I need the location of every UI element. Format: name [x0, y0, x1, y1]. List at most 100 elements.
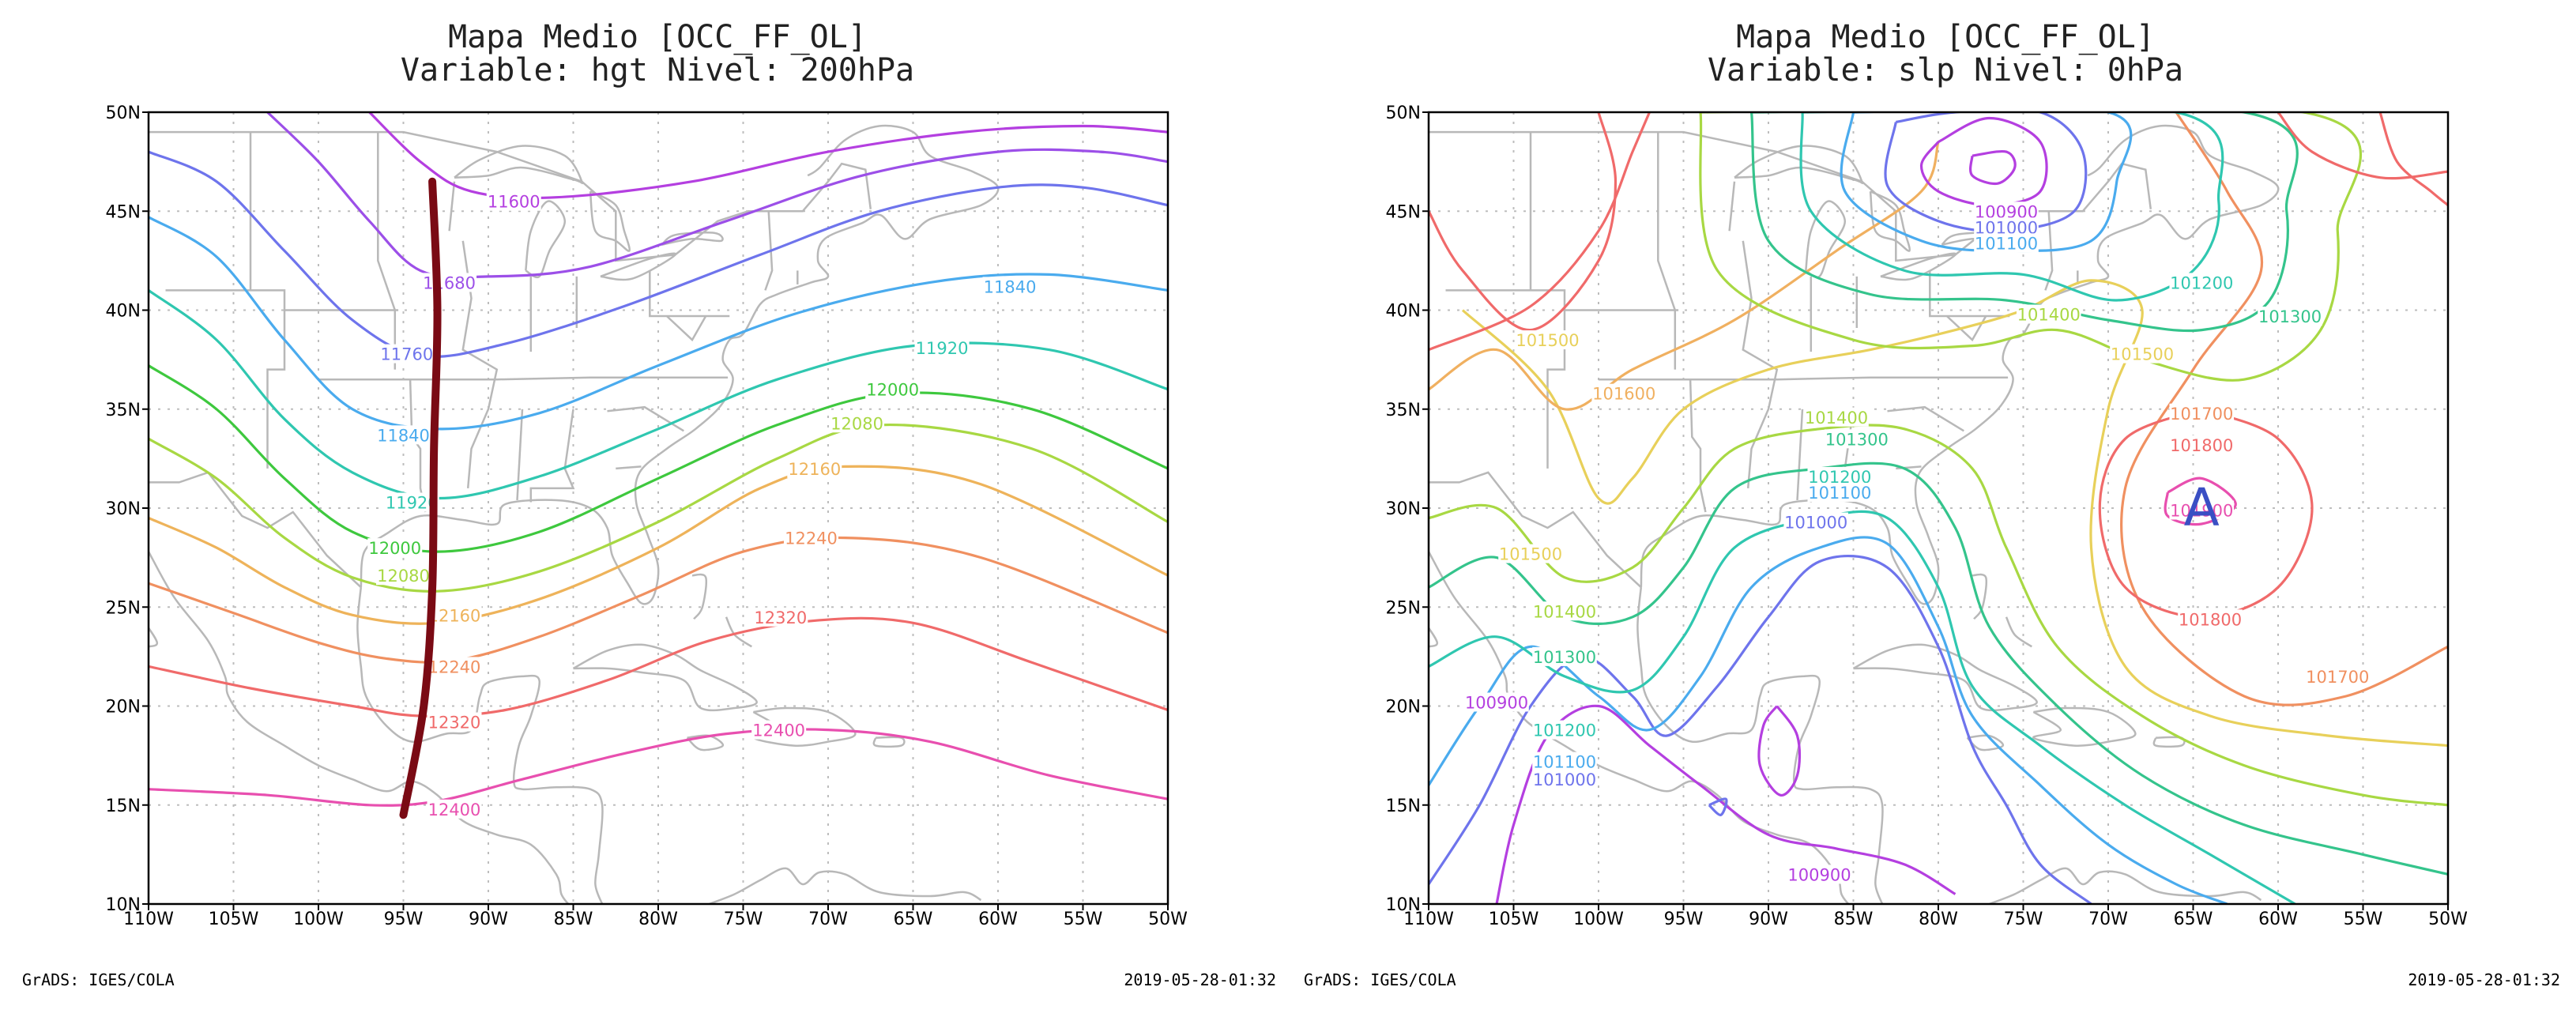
contour-line	[1799, 112, 2224, 302]
contour-label-halo	[427, 712, 482, 732]
lat-tick-label: 35N	[106, 401, 141, 420]
contour-label: 101400	[1533, 602, 1596, 621]
political-border	[409, 379, 427, 513]
coastline	[572, 643, 758, 712]
contour-line-101700	[2120, 112, 2448, 706]
coastline	[686, 734, 725, 751]
contour-label-halo	[1591, 383, 1657, 403]
coastline	[1805, 200, 1847, 279]
lon-tick-label: 50W	[2428, 910, 2468, 929]
political-border	[649, 270, 730, 318]
contour-label-halo	[753, 607, 808, 627]
lon-tick-label: 85W	[554, 910, 593, 929]
contour-label-halo	[427, 799, 482, 819]
right-footer-timestamp: 2019-05-28-01:32	[2408, 970, 2560, 989]
contour-label-halo	[422, 273, 477, 292]
left-footer-timestamp: 2019-05-28-01:32	[1124, 970, 1276, 989]
lon-tick-label: 65W	[894, 910, 933, 929]
lon-tick-label: 90W	[469, 910, 508, 929]
left-title-line2: Variable: hgt Nivel: 200hPa	[401, 52, 914, 89]
contour-label-halo	[2169, 435, 2235, 454]
right-map-panel: Mapa Medio [OCC_FF_OL] Variable: slp Niv…	[1288, 0, 2576, 1017]
contour-line-12320	[149, 616, 1168, 718]
contour-label: 101100	[1808, 484, 1871, 503]
coastline	[600, 252, 677, 281]
contour-label: 101800	[2179, 610, 2242, 629]
political-border	[529, 409, 575, 503]
lon-tick-label: 95W	[1664, 910, 1704, 929]
lat-tick-label: 20N	[1386, 698, 1421, 718]
contour-label-halo	[1825, 429, 1889, 449]
lon-tick-label: 80W	[1919, 910, 1958, 929]
lon-tick-label: 60W	[978, 910, 1018, 929]
contour-label-halo	[2016, 304, 2081, 324]
contour-line-101200	[1429, 510, 2296, 904]
contour-label: 101400	[1805, 409, 1868, 428]
right-footer-credit: GrADS: IGES/COLA	[1304, 970, 1456, 989]
coastline	[661, 232, 724, 247]
contour-label: 12320	[754, 608, 807, 627]
political-border	[607, 405, 684, 432]
contour-line-101300	[1429, 461, 2448, 876]
political-border	[1599, 376, 2009, 381]
lat-tick-label: 50N	[106, 104, 141, 123]
political-border	[318, 376, 729, 381]
contour-label-halo	[376, 566, 431, 586]
lat-tick-label: 10N	[106, 895, 141, 915]
political-border	[1929, 270, 2010, 318]
right-title-line1: Mapa Medio [OCC_FF_OL]	[1736, 19, 2155, 55]
contour-line-12000	[149, 364, 1168, 553]
left-footer-credit: GrADS: IGES/COLA	[22, 970, 175, 989]
contour-label-halo	[865, 379, 921, 399]
contour-label: 101300	[2258, 307, 2322, 326]
contour-label: 101700	[2170, 405, 2233, 424]
contour-line-101600	[1429, 141, 1940, 411]
political-border	[1310, 458, 1412, 482]
contour-line-11840	[149, 216, 1168, 431]
contour-line	[1699, 112, 2362, 382]
contour-label-halo	[1974, 233, 2039, 253]
political-border	[1742, 240, 1779, 489]
contour-line-12080	[149, 423, 1168, 593]
lat-tick-label: 40N	[1386, 302, 1421, 322]
contour-label: 101100	[1975, 234, 2038, 253]
contour-label-halo	[2178, 609, 2243, 629]
lat-tick-label: 15N	[1386, 797, 1421, 816]
political-border	[2044, 211, 2054, 291]
political-border	[461, 240, 499, 489]
lat-tick-label: 35N	[1386, 401, 1421, 420]
contour-label-halo	[982, 277, 1038, 296]
contour-line-12240	[149, 536, 1168, 664]
contour-line-11920	[149, 289, 1168, 500]
political-border	[30, 458, 132, 482]
coastline	[149, 551, 570, 904]
lon-tick-label: 105W	[209, 910, 259, 929]
political-border	[1887, 405, 1964, 432]
contour-label: 101000	[1533, 770, 1596, 789]
contour-line-100900	[1495, 704, 1956, 904]
left-map-svg: Mapa Medio [OCC_FF_OL] Variable: hgt Niv…	[22, 19, 1276, 989]
political-border	[764, 211, 774, 291]
contour-label-halo	[367, 538, 423, 558]
contour-line-12400	[149, 728, 1168, 807]
lon-tick-label: 95W	[384, 910, 424, 929]
contour-line-101400	[1429, 424, 2448, 807]
left-map-area: 11600 11680 11760 11840 11920 12000 12080 12160…	[30, 104, 1188, 929]
contour-label-halo	[427, 605, 482, 625]
lat-tick-label: 40N	[106, 302, 141, 322]
coastline	[360, 124, 1000, 605]
contour-label: 12240	[428, 657, 481, 676]
contour-label: 11680	[423, 273, 476, 292]
contour-label: 11920	[386, 493, 439, 512]
lon-tick-label: 100W	[1573, 910, 1624, 929]
lat-tick-label: 30N	[106, 499, 141, 519]
contour-label-halo	[1783, 512, 1848, 532]
right-map-area: 1009001010001011001012001013001014001015…	[1310, 104, 2469, 929]
contour-label: 11840	[377, 426, 430, 445]
contour-line-12160	[149, 465, 1168, 625]
contour-line	[1757, 705, 1802, 797]
political-border	[1429, 471, 1642, 589]
contour-label-halo	[1974, 217, 2039, 237]
contour-label-halo	[1532, 601, 1597, 621]
right-contour-labels: 1009001010001011001012001013001014001015…	[1464, 202, 2371, 884]
